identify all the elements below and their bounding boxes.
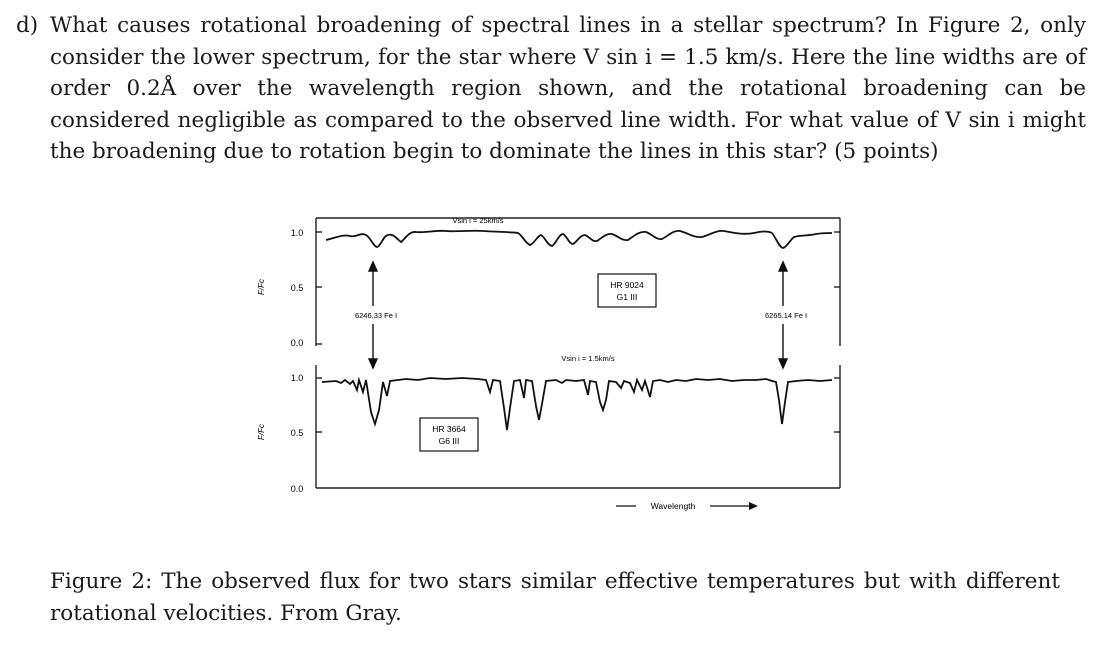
question-block: d) What causes rotational broadening of … xyxy=(16,10,1086,168)
left-down-arrow-head xyxy=(367,358,379,370)
lower-tick-05: 0.5 xyxy=(291,428,304,438)
upper-ylabel: F/Fc xyxy=(257,279,266,295)
lower-star-name: HR 3664 xyxy=(432,424,466,434)
lower-tick-0: 0.0 xyxy=(291,484,304,494)
lower-ylabel: F/Fc xyxy=(257,424,266,440)
lower-tick-1: 1.0 xyxy=(291,373,304,383)
question-label: d) xyxy=(16,13,39,38)
wavelength-arrow-head xyxy=(749,502,758,510)
upper-tick-1: 1.0 xyxy=(291,228,304,238)
upper-tick-05: 0.5 xyxy=(291,283,304,293)
lower-star-box xyxy=(419,417,479,452)
lower-panel xyxy=(315,365,841,489)
upper-spectrum xyxy=(325,229,833,249)
question-text: What causes rotational broadening of spe… xyxy=(50,13,1086,164)
upper-star-name: HR 9024 xyxy=(610,280,644,290)
right-up-arrow-head xyxy=(777,260,789,272)
right-fe-line-label: 6265.14 Fe I xyxy=(765,311,807,320)
left-up-arrow-head xyxy=(367,260,379,272)
lower-spectrum xyxy=(321,376,833,431)
lower-star-type: G6 III xyxy=(439,436,460,446)
left-fe-line-label: 6246.33 Fe I xyxy=(355,311,397,320)
upper-star-type: G1 III xyxy=(617,292,638,302)
upper-star-box xyxy=(597,273,657,308)
upper-tick-0: 0.0 xyxy=(291,338,304,348)
fe-line-arrows xyxy=(367,260,789,370)
wavelength-axis-label: Wavelength xyxy=(616,501,758,511)
xlabel: Wavelength xyxy=(651,501,696,511)
upper-panel xyxy=(315,217,841,346)
right-down-arrow-head xyxy=(777,358,789,370)
lower-vsini-label: Vsin i = 1.5km/s xyxy=(561,354,614,363)
figure-caption: Figure 2: The observed flux for two star… xyxy=(50,569,1060,626)
upper-vsini-label: Vsin i = 25km/s xyxy=(452,216,503,225)
